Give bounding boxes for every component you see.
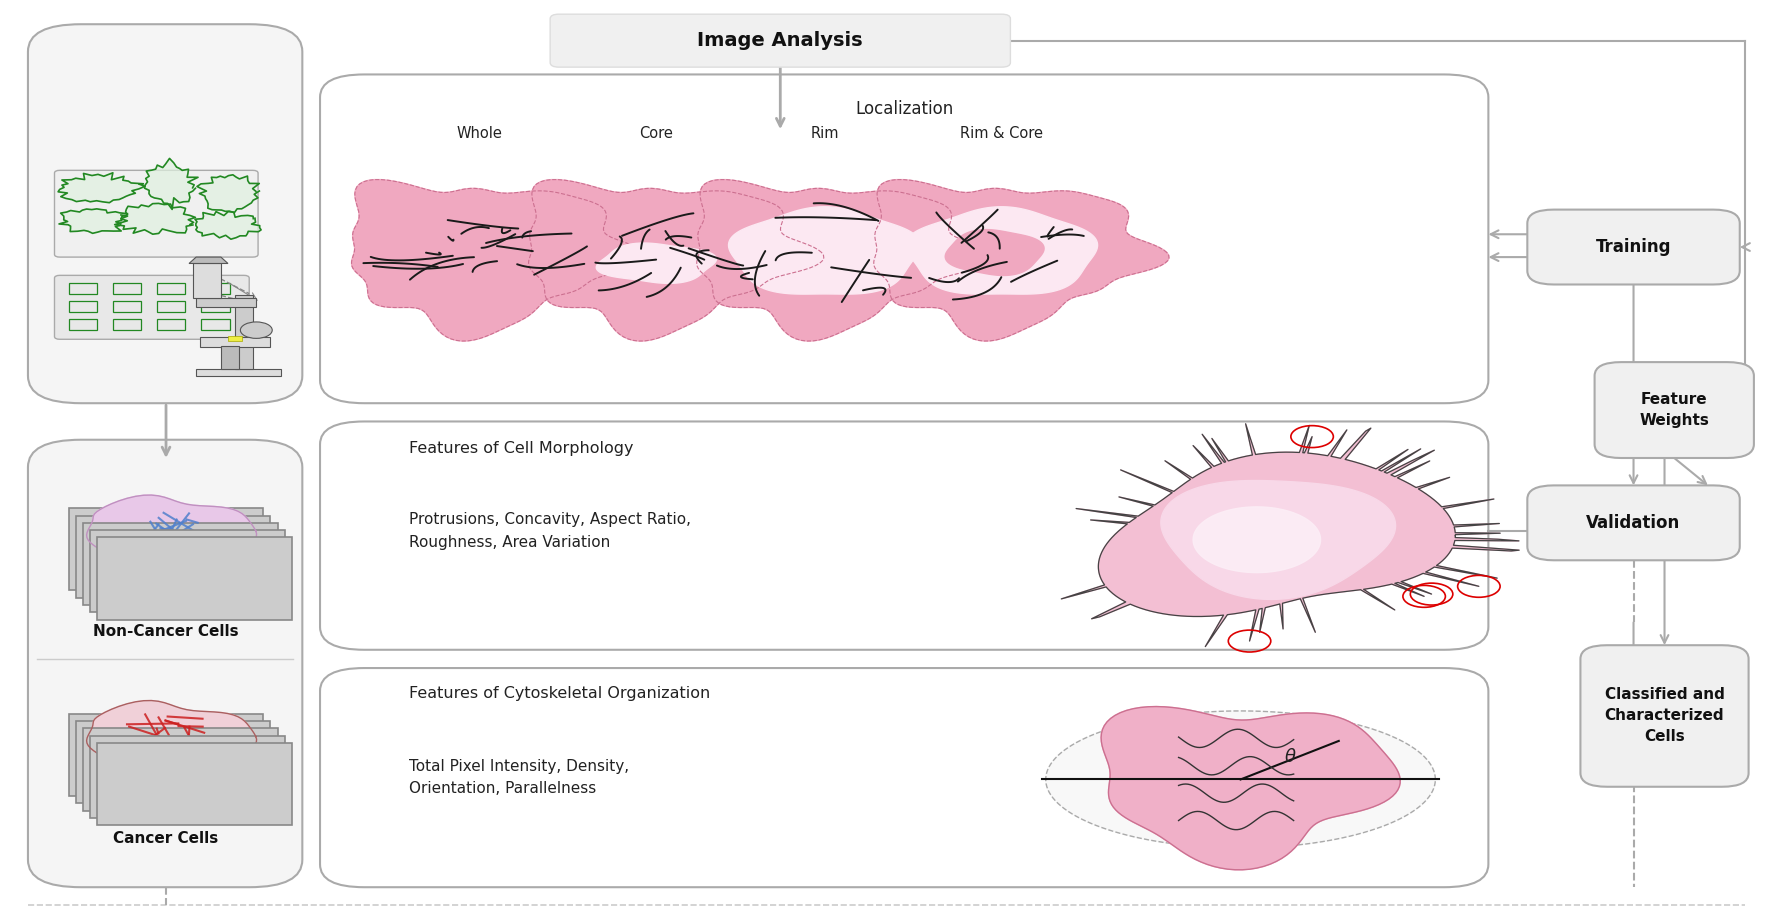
Polygon shape bbox=[729, 207, 920, 294]
Polygon shape bbox=[1101, 706, 1401, 870]
Bar bbox=[202, 301, 230, 311]
Bar bbox=[76, 516, 271, 598]
Bar bbox=[113, 301, 142, 311]
Polygon shape bbox=[1062, 424, 1519, 647]
Text: Validation: Validation bbox=[1587, 514, 1681, 532]
FancyBboxPatch shape bbox=[1527, 210, 1739, 285]
Polygon shape bbox=[1193, 507, 1321, 572]
Text: Training: Training bbox=[1596, 238, 1672, 256]
Text: Feature
Weights: Feature Weights bbox=[1640, 392, 1709, 428]
Text: Rim: Rim bbox=[810, 126, 839, 141]
FancyBboxPatch shape bbox=[55, 170, 259, 257]
Text: Localization: Localization bbox=[855, 100, 954, 118]
FancyBboxPatch shape bbox=[28, 24, 303, 403]
Polygon shape bbox=[874, 180, 1168, 341]
Polygon shape bbox=[87, 701, 257, 772]
Bar bbox=[69, 319, 98, 330]
Bar bbox=[197, 299, 257, 308]
FancyBboxPatch shape bbox=[1580, 645, 1748, 787]
Text: Features of Cell Morphology: Features of Cell Morphology bbox=[408, 442, 633, 456]
Polygon shape bbox=[59, 173, 145, 202]
Polygon shape bbox=[351, 180, 647, 341]
FancyBboxPatch shape bbox=[321, 668, 1488, 888]
Text: Core: Core bbox=[640, 126, 674, 141]
FancyBboxPatch shape bbox=[28, 440, 303, 888]
Text: Protrusions, Concavity, Aspect Ratio,
Roughness, Area Variation: Protrusions, Concavity, Aspect Ratio, Ro… bbox=[408, 512, 690, 550]
FancyBboxPatch shape bbox=[1594, 362, 1753, 458]
Circle shape bbox=[241, 322, 273, 338]
Polygon shape bbox=[59, 209, 128, 234]
Text: Features of Cytoskeletal Organization: Features of Cytoskeletal Organization bbox=[408, 686, 709, 701]
Polygon shape bbox=[145, 158, 199, 210]
Text: Cancer Cells: Cancer Cells bbox=[113, 832, 218, 846]
Bar bbox=[113, 319, 142, 330]
Bar bbox=[236, 296, 254, 368]
Text: Rim & Core: Rim & Core bbox=[959, 126, 1043, 141]
Bar bbox=[69, 714, 264, 796]
Polygon shape bbox=[906, 207, 1097, 294]
FancyBboxPatch shape bbox=[55, 276, 250, 339]
Bar bbox=[202, 283, 230, 294]
Text: Non-Cancer Cells: Non-Cancer Cells bbox=[94, 624, 239, 639]
Bar bbox=[90, 736, 285, 818]
Polygon shape bbox=[115, 203, 195, 234]
Bar bbox=[193, 264, 222, 299]
Bar bbox=[76, 721, 271, 803]
Bar bbox=[69, 301, 98, 311]
Bar bbox=[98, 538, 293, 619]
Bar bbox=[69, 508, 264, 591]
Text: Classified and
Characterized
Cells: Classified and Characterized Cells bbox=[1605, 688, 1725, 745]
Bar bbox=[158, 301, 186, 311]
Bar bbox=[197, 368, 282, 376]
Polygon shape bbox=[528, 180, 824, 341]
Bar bbox=[90, 530, 285, 612]
Bar bbox=[202, 319, 230, 330]
Polygon shape bbox=[1046, 711, 1436, 848]
Text: $\theta$: $\theta$ bbox=[1284, 747, 1296, 766]
Bar bbox=[158, 319, 186, 330]
Bar bbox=[83, 523, 278, 605]
Polygon shape bbox=[945, 230, 1044, 276]
Text: Image Analysis: Image Analysis bbox=[697, 31, 863, 50]
Bar bbox=[229, 335, 243, 341]
Bar bbox=[98, 743, 293, 825]
Bar bbox=[69, 283, 98, 294]
Polygon shape bbox=[197, 175, 259, 213]
Polygon shape bbox=[596, 243, 716, 283]
Text: Whole: Whole bbox=[456, 126, 502, 141]
FancyBboxPatch shape bbox=[321, 74, 1488, 403]
Bar bbox=[158, 283, 186, 294]
Polygon shape bbox=[697, 180, 991, 341]
FancyBboxPatch shape bbox=[550, 14, 1011, 67]
Polygon shape bbox=[190, 257, 229, 264]
Bar bbox=[200, 337, 271, 346]
Text: Total Pixel Intensity, Density,
Orientation, Parallelness: Total Pixel Intensity, Density, Orientat… bbox=[408, 759, 629, 796]
Polygon shape bbox=[87, 495, 257, 567]
Polygon shape bbox=[1161, 481, 1395, 599]
FancyBboxPatch shape bbox=[321, 421, 1488, 649]
Bar bbox=[113, 283, 142, 294]
Bar bbox=[83, 728, 278, 811]
Polygon shape bbox=[195, 212, 261, 239]
FancyBboxPatch shape bbox=[1527, 485, 1739, 561]
Bar bbox=[222, 345, 239, 368]
